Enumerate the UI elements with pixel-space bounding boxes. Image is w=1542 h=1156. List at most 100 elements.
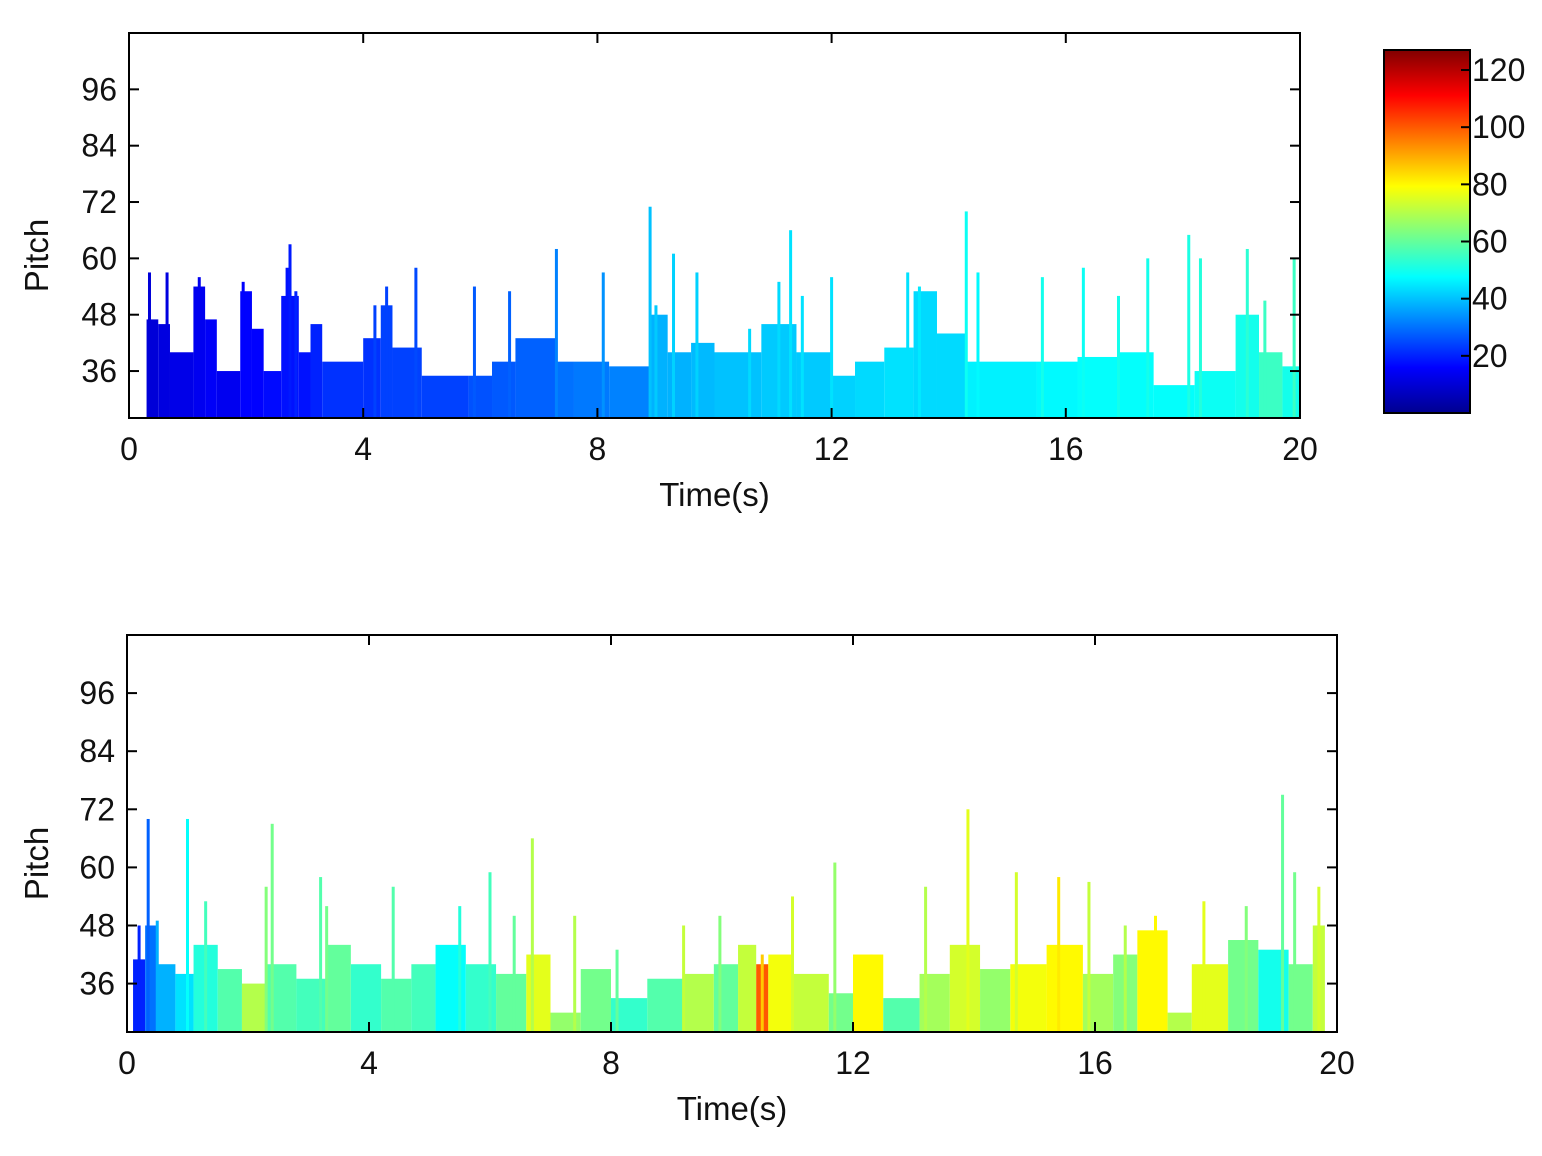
note-spike — [648, 206, 652, 418]
note-spike — [833, 862, 837, 1032]
note-segment — [949, 944, 981, 1032]
bottom-x-axis-label: Time(s) — [677, 1090, 788, 1127]
note-spike — [1202, 901, 1206, 1032]
y-tick-label: 48 — [79, 907, 115, 943]
note-spike — [197, 277, 201, 418]
note-segment — [411, 964, 436, 1032]
note-spike — [508, 291, 512, 418]
note-spike — [165, 272, 169, 418]
top-plot-area — [146, 206, 1300, 418]
note-spike — [1263, 300, 1267, 418]
note-spike — [1014, 872, 1018, 1032]
note-spike — [414, 267, 418, 418]
note-spike — [924, 886, 928, 1032]
note-spike — [1317, 886, 1321, 1032]
y-tick-label: 96 — [81, 71, 117, 107]
note-spike — [1293, 872, 1297, 1032]
note-segment — [1191, 964, 1229, 1032]
note-spike — [325, 906, 329, 1032]
note-spike — [1245, 248, 1249, 418]
note-spike — [695, 272, 699, 418]
note-spike — [748, 328, 752, 418]
note-segment — [853, 954, 884, 1032]
note-spike — [789, 230, 793, 418]
note-spike — [472, 286, 476, 418]
note-segment — [421, 375, 469, 418]
note-spike — [964, 211, 968, 418]
note-spike — [391, 886, 395, 1032]
x-tick-label: 16 — [1077, 1045, 1113, 1081]
colorbar-gradient — [1383, 49, 1471, 414]
colorbar: 20 40 60 80 100 120 — [1383, 49, 1525, 414]
note-segment — [831, 375, 856, 418]
note-spike — [573, 915, 577, 1032]
note-segment — [556, 361, 574, 418]
x-tick-label: 12 — [814, 431, 850, 467]
note-spike — [777, 281, 781, 418]
note-segment — [266, 964, 297, 1032]
x-tick-label: 0 — [118, 1045, 136, 1081]
note-spike — [241, 281, 245, 418]
note-spike — [718, 915, 722, 1032]
note-segment — [550, 1012, 581, 1032]
note-segment — [768, 954, 793, 1032]
note-spike — [530, 838, 534, 1032]
note-spike — [137, 925, 141, 1032]
note-spike — [791, 896, 794, 1032]
note-segment — [157, 964, 176, 1032]
note-segment — [241, 983, 267, 1032]
note-spike — [760, 954, 764, 1032]
note-spike — [1081, 267, 1085, 418]
y-tick-label: 72 — [79, 791, 115, 827]
note-spike — [869, 954, 873, 1032]
note-spike — [204, 901, 208, 1032]
note-segment — [936, 333, 967, 418]
y-tick-label: 84 — [81, 128, 117, 164]
note-spike — [1244, 906, 1248, 1032]
x-tick-label: 8 — [589, 431, 607, 467]
note-spike — [155, 920, 159, 1032]
note-segment — [650, 314, 668, 418]
top-y-axis-label: Pitch — [18, 219, 55, 292]
y-tick-label: 36 — [79, 966, 115, 1002]
note-spike — [264, 886, 268, 1032]
y-tick-label: 48 — [81, 297, 117, 333]
note-segment — [515, 338, 557, 418]
note-spike — [1057, 877, 1061, 1032]
note-spike — [1281, 794, 1285, 1032]
note-segment — [828, 993, 853, 1032]
note-segment — [1082, 973, 1114, 1032]
note-segment — [580, 969, 611, 1032]
note-spike — [186, 818, 189, 1032]
note-segment — [468, 375, 493, 418]
note-segment — [526, 954, 551, 1032]
note-spike — [512, 915, 516, 1032]
note-segment — [217, 969, 242, 1032]
note-segment — [1258, 949, 1289, 1032]
note-spike — [373, 305, 377, 418]
note-segment — [322, 361, 364, 418]
note-segment — [216, 371, 241, 418]
x-tick-label: 4 — [360, 1045, 378, 1081]
top-plot-frame — [128, 32, 1301, 419]
note-spike — [1040, 277, 1044, 418]
x-tick-label: 16 — [1048, 431, 1084, 467]
y-tick-label: 96 — [79, 675, 115, 711]
note-segment — [609, 366, 651, 418]
note-segment — [1167, 1012, 1192, 1032]
note-segment — [169, 352, 194, 418]
bottom-plot-frame — [126, 634, 1338, 1033]
note-segment — [435, 944, 466, 1032]
note-spike — [682, 925, 686, 1032]
note-segment — [298, 352, 311, 418]
note-segment — [465, 964, 497, 1032]
note-spike — [1087, 881, 1091, 1032]
note-spike — [385, 286, 389, 418]
bottom-plot-area — [133, 794, 1325, 1032]
note-segment — [1259, 352, 1283, 418]
note-spike — [615, 949, 619, 1032]
note-segment — [913, 291, 937, 418]
